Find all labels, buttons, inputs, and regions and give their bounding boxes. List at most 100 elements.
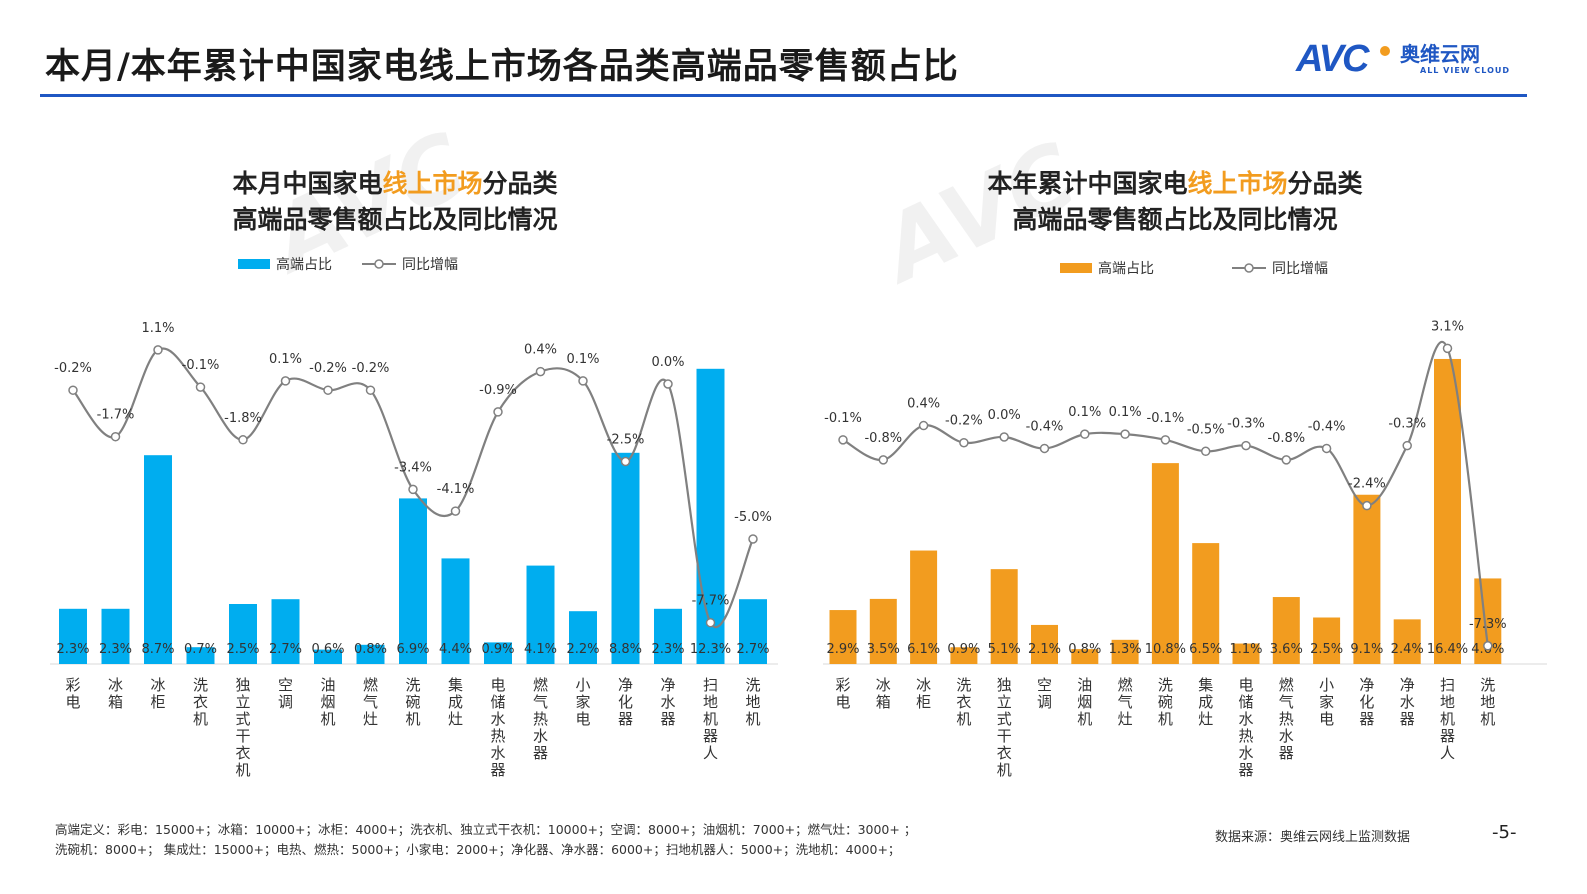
bar-data-label: 2.4% — [1391, 642, 1424, 657]
bar — [1232, 643, 1260, 664]
bar — [1071, 649, 1099, 664]
category-char: 灶 — [1118, 710, 1133, 728]
bar-data-label: 0.8% — [354, 642, 387, 657]
category-char: 灶 — [1198, 710, 1213, 728]
category-char: 式 — [235, 710, 250, 728]
category-char: 碗 — [405, 693, 420, 711]
category-char: 烟 — [320, 693, 335, 711]
category-char: 热 — [490, 727, 505, 745]
category-tick-label: 净化器 — [618, 676, 633, 728]
category-char: 燃 — [1118, 676, 1133, 694]
title-part: 高端品零售额占比及同比情况 — [232, 205, 558, 234]
category-char: 碗 — [1158, 693, 1173, 711]
bar — [696, 368, 725, 664]
yoy-point — [1200, 446, 1211, 457]
category-char: 独 — [235, 676, 250, 694]
category-char: 器 — [1238, 761, 1253, 779]
category-char: 净 — [660, 676, 675, 694]
bar-data-label: 8.8% — [609, 642, 642, 657]
category-char: 机 — [997, 761, 1012, 779]
yoy-data-label: 0.0% — [988, 408, 1021, 423]
yoy-point — [1402, 440, 1412, 451]
category-char: 机 — [1480, 710, 1495, 728]
category-char: 水 — [1238, 744, 1253, 762]
category-char: 干 — [235, 727, 250, 745]
category-tick-label: 洗衣机 — [956, 676, 971, 728]
category-char: 地 — [703, 693, 718, 711]
category-char: 冰 — [150, 676, 165, 694]
yoy-data-label: -0.2% — [352, 361, 390, 376]
category-char: 化 — [1359, 693, 1374, 711]
yoy-point — [238, 435, 248, 445]
category-char: 洗 — [1480, 676, 1495, 694]
category-tick-label: 燃气灶 — [1118, 676, 1133, 728]
category-tick-label: 冰箱 — [108, 676, 123, 711]
category-char: 空 — [278, 676, 293, 694]
yoy-point — [578, 376, 588, 386]
bar — [1272, 597, 1300, 664]
title-part: 本月中国家电 — [232, 169, 383, 198]
category-char: 器 — [660, 710, 675, 728]
title-part: 分品类 — [482, 169, 558, 198]
chart-title-monthly: 本月中国家电线上市场分品类 高端品零售额占比及同比情况 — [190, 166, 600, 238]
yoy-data-label: -2.5% — [607, 433, 645, 448]
category-char: 水 — [1238, 710, 1253, 728]
yoy-point — [1362, 500, 1372, 511]
category-tick-label: 油烟机 — [320, 676, 335, 728]
yoy-point — [195, 382, 206, 392]
bar — [1151, 463, 1179, 664]
category-tick-label: 燃气灶 — [363, 676, 378, 728]
category-char: 集 — [1198, 676, 1213, 694]
category-char: 调 — [1037, 693, 1052, 711]
bar — [144, 455, 172, 664]
category-tick-label: 冰箱 — [876, 676, 891, 711]
category-char: 气 — [1118, 693, 1133, 711]
title-highlight: 线上市场 — [382, 169, 483, 198]
yoy-data-label: -0.5% — [1187, 422, 1225, 437]
bar-data-label: 1.1% — [1229, 642, 1262, 657]
category-char: 气 — [363, 693, 378, 711]
category-tick-label: 净水器 — [1400, 676, 1415, 728]
category-char: 扫 — [1440, 676, 1455, 694]
category-char: 水 — [533, 727, 548, 745]
yoy-point — [1281, 455, 1292, 465]
yoy-data-label: 0.1% — [566, 352, 599, 367]
title-divider — [40, 94, 1527, 97]
yoy-data-label: -4.1% — [437, 482, 475, 497]
yoy-point — [493, 407, 503, 417]
bar-data-label: 5.1% — [988, 642, 1021, 657]
bar — [869, 598, 897, 664]
category-char: 成 — [448, 693, 463, 711]
category-char: 电 — [490, 676, 505, 694]
yoy-data-label: -0.3% — [1388, 417, 1426, 432]
category-char: 电 — [835, 693, 850, 711]
category-tick-label: 洗碗机 — [1158, 676, 1173, 728]
data-source: 数据来源：奥维云网线上监测数据 — [1215, 830, 1411, 845]
bar-data-label: 2.7% — [269, 642, 302, 657]
avc-logo: AVC 奥维云网 ALL VIEW CLOUD — [1296, 38, 1526, 82]
category-char: 立 — [235, 693, 250, 711]
definition-line-1: 高端定义：彩电：15000+；冰箱：10000+；冰柜：4000+；洗衣机、独立… — [55, 822, 917, 837]
yoy-data-label: -7.7% — [692, 594, 730, 609]
category-tick-label: 空调 — [278, 676, 293, 711]
yoy-point — [323, 385, 333, 395]
category-char: 水 — [660, 693, 675, 711]
category-char: 人 — [1440, 744, 1455, 762]
category-char: 干 — [997, 727, 1012, 745]
yoy-point — [748, 534, 758, 544]
bar-data-label: 12.3% — [690, 642, 731, 657]
legend-line-marker — [374, 259, 384, 269]
bar — [271, 599, 300, 664]
category-char: 灶 — [448, 710, 463, 728]
category-char: 机 — [1440, 710, 1455, 728]
category-char: 洗 — [745, 676, 760, 694]
bar — [1434, 358, 1461, 664]
category-tick-label: 扫地机器人 — [703, 676, 718, 762]
category-char: 地 — [1440, 693, 1455, 711]
yoy-data-label: 0.0% — [651, 355, 684, 370]
title-part: 分品类 — [1287, 169, 1363, 198]
yoy-point — [705, 617, 716, 628]
category-char: 洗 — [1158, 676, 1173, 694]
category-tick-label: 小家电 — [1319, 676, 1334, 728]
yoy-data-label: -0.8% — [864, 431, 902, 446]
